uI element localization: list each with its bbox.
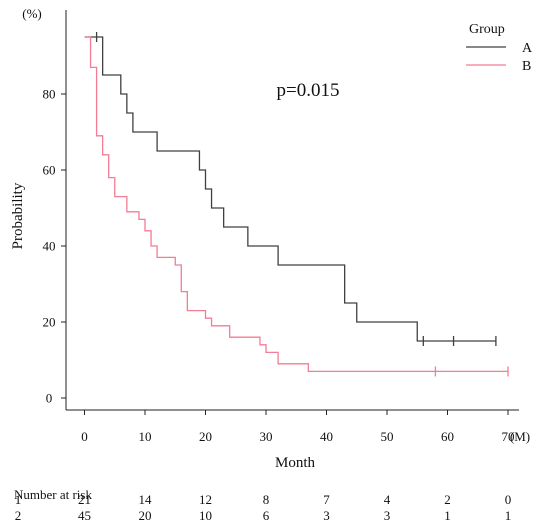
x-tick-label: 60 [441,429,454,444]
risk-count: 4 [384,492,391,507]
x-tick-label: 30 [260,429,273,444]
risk-table: Number at risk 1 21 14 12 8 7 4 2 02 45 20 10 6 3 3 1 1 [14,487,511,523]
risk-count: 1 [444,508,451,523]
x-ticks: 0 10 20 30 40 50 60 70 [81,410,515,444]
axes [65,10,519,411]
legend-label-a: A [522,41,533,56]
risk-count: 6 [263,508,270,523]
y-unit-label: (%) [22,6,42,21]
y-tick-label: 80 [43,87,56,102]
risk-count: 14 [139,492,153,507]
x-tick-label: 20 [199,429,212,444]
risk-count: 20 [139,508,152,523]
risk-count: 1 [505,508,512,523]
risk-count: 0 [505,492,512,507]
risk-count: 45 [78,508,91,523]
legend-label-b: B [522,59,531,74]
survival-curve-b [84,36,508,373]
risk-table-title: Number at risk [14,487,92,502]
risk-count: 8 [263,492,270,507]
risk-count: 10 [199,508,212,523]
y-tick-label: 60 [43,163,56,178]
risk-row-group-label: 1 [15,492,22,507]
x-tick-label: 10 [139,429,152,444]
y-axis-title: Probability [10,182,26,249]
y-tick-label: 0 [46,391,53,406]
risk-count: 3 [384,508,391,523]
legend: Group A B [466,22,533,74]
risk-count: 2 [444,492,451,507]
p-value-annotation: p=0.015 [277,80,340,101]
risk-count: 7 [323,492,330,507]
series-a [84,32,497,346]
risk-row-group-label: 2 [15,508,22,523]
x-tick-label: 50 [381,429,394,444]
x-tick-label: 0 [81,429,88,444]
risk-count: 12 [199,492,212,507]
survival-curve-a [84,36,496,342]
series-layer [84,32,509,377]
x-tick-label: 40 [320,429,333,444]
risk-count: 21 [78,492,91,507]
x-unit-label: (M) [510,429,530,444]
risk-count: 3 [323,508,330,523]
y-tick-label: 40 [43,239,56,254]
series-b [84,36,509,377]
x-axis-title: Month [275,455,316,471]
risk-rows: 1 21 14 12 8 7 4 2 02 45 20 10 6 3 3 1 1 [15,492,512,523]
x-tick-label: 70 [502,429,515,444]
legend-title: Group [469,22,505,37]
y-ticks: 0 20 40 60 80 [43,87,66,406]
y-tick-label: 20 [43,315,56,330]
